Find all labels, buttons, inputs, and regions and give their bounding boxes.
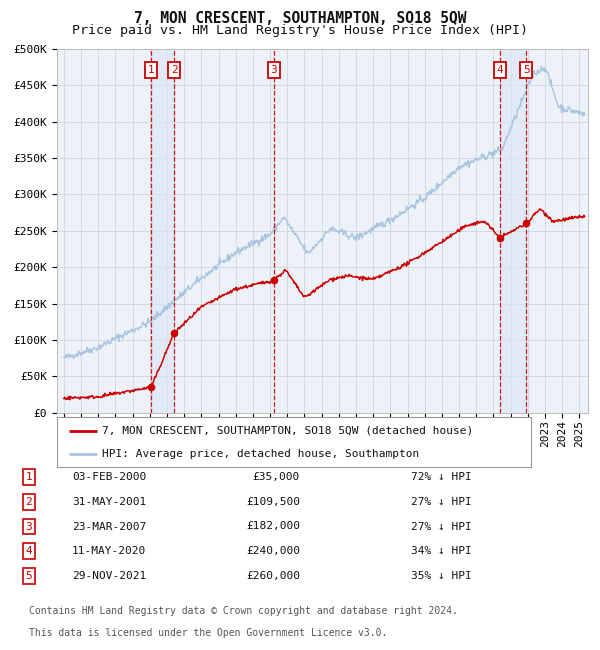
Text: 3: 3: [25, 521, 32, 532]
Text: This data is licensed under the Open Government Licence v3.0.: This data is licensed under the Open Gov…: [29, 629, 387, 638]
Text: 11-MAY-2020: 11-MAY-2020: [72, 546, 146, 556]
Bar: [151, 49, 174, 413]
Text: 31-MAY-2001: 31-MAY-2001: [72, 497, 146, 507]
Text: £240,000: £240,000: [246, 546, 300, 556]
Text: 2: 2: [25, 497, 32, 507]
Text: 72% ↓ HPI: 72% ↓ HPI: [411, 472, 472, 482]
Text: 3: 3: [271, 65, 277, 75]
Text: Contains HM Land Registry data © Crown copyright and database right 2024.: Contains HM Land Registry data © Crown c…: [29, 606, 458, 616]
Text: £182,000: £182,000: [246, 521, 300, 532]
Text: 5: 5: [523, 65, 530, 75]
Text: 2: 2: [171, 65, 178, 75]
Text: 1: 1: [148, 65, 155, 75]
Text: 4: 4: [25, 546, 32, 556]
Text: 34% ↓ HPI: 34% ↓ HPI: [411, 546, 472, 556]
Text: Price paid vs. HM Land Registry's House Price Index (HPI): Price paid vs. HM Land Registry's House …: [72, 24, 528, 37]
Text: 4: 4: [496, 65, 503, 75]
Text: 35% ↓ HPI: 35% ↓ HPI: [411, 571, 472, 581]
Text: 27% ↓ HPI: 27% ↓ HPI: [411, 521, 472, 532]
Text: 29-NOV-2021: 29-NOV-2021: [72, 571, 146, 581]
Text: 7, MON CRESCENT, SOUTHAMPTON, SO18 5QW (detached house): 7, MON CRESCENT, SOUTHAMPTON, SO18 5QW (…: [102, 426, 473, 436]
Text: £109,500: £109,500: [246, 497, 300, 507]
Text: 03-FEB-2000: 03-FEB-2000: [72, 472, 146, 482]
Text: £35,000: £35,000: [253, 472, 300, 482]
Text: 1: 1: [25, 472, 32, 482]
Text: 7, MON CRESCENT, SOUTHAMPTON, SO18 5QW: 7, MON CRESCENT, SOUTHAMPTON, SO18 5QW: [134, 11, 466, 26]
Bar: [500, 49, 526, 413]
Text: 27% ↓ HPI: 27% ↓ HPI: [411, 497, 472, 507]
Text: HPI: Average price, detached house, Southampton: HPI: Average price, detached house, Sout…: [102, 449, 419, 459]
Text: 5: 5: [25, 571, 32, 581]
Text: 23-MAR-2007: 23-MAR-2007: [72, 521, 146, 532]
Text: £260,000: £260,000: [246, 571, 300, 581]
